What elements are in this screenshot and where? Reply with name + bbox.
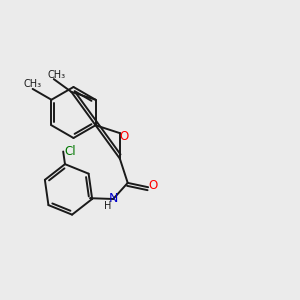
Text: Cl: Cl <box>64 145 76 158</box>
Text: CH₃: CH₃ <box>48 70 66 80</box>
Text: O: O <box>120 130 129 142</box>
Text: O: O <box>148 179 158 192</box>
Text: CH₃: CH₃ <box>24 79 42 88</box>
Text: N: N <box>109 193 118 206</box>
Text: H: H <box>104 201 112 211</box>
